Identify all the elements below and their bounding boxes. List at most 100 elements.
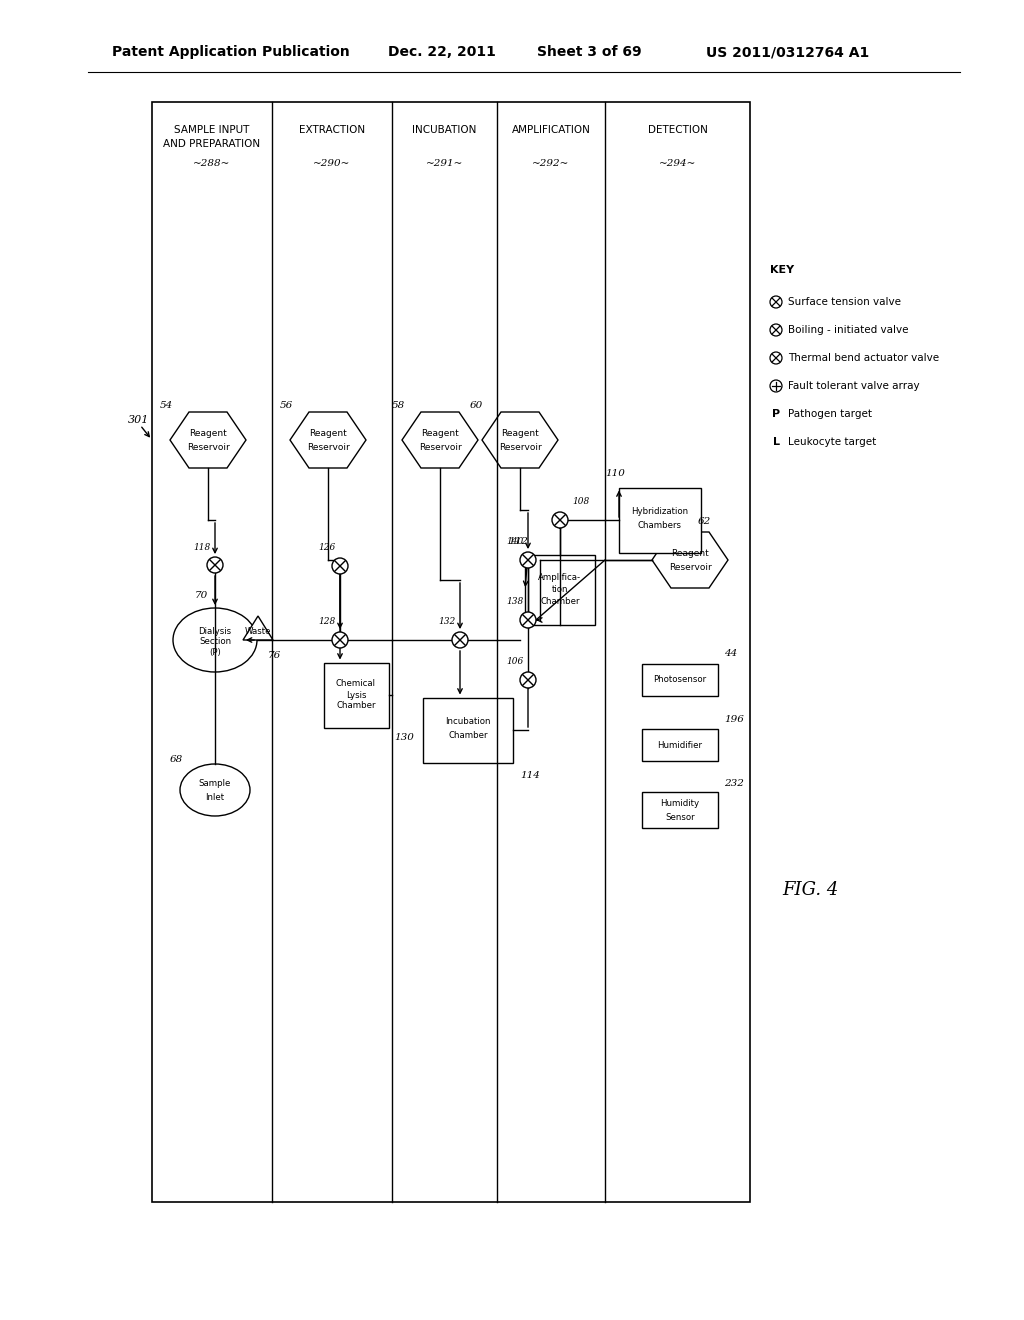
Text: Fault tolerant valve array: Fault tolerant valve array [788,381,920,391]
Text: ~294~: ~294~ [658,160,696,169]
Text: Reagent: Reagent [501,429,539,438]
Text: 138: 138 [506,598,523,606]
Text: Humidifier: Humidifier [657,741,702,750]
Text: Hybridization: Hybridization [632,507,688,516]
Text: (P): (P) [209,648,221,656]
Text: tion: tion [552,585,568,594]
Text: Patent Application Publication: Patent Application Publication [112,45,350,59]
Text: Chamber: Chamber [336,701,376,710]
Bar [642,664,718,696]
Circle shape [332,558,348,574]
Text: 44: 44 [724,649,737,659]
Text: Reagent: Reagent [421,429,459,438]
Text: 106: 106 [506,657,523,667]
Text: 76: 76 [268,651,282,660]
Circle shape [332,632,348,648]
Text: 132: 132 [438,618,456,627]
Text: KEY: KEY [770,265,795,275]
Text: Thermal bend actuator valve: Thermal bend actuator valve [788,352,939,363]
Text: ~291~: ~291~ [426,160,463,169]
Text: Reservoir: Reservoir [306,442,349,451]
Text: 118: 118 [193,543,210,552]
Circle shape [520,612,536,628]
Text: INCUBATION: INCUBATION [413,125,477,135]
Polygon shape [170,412,246,469]
Text: Humidity: Humidity [660,799,699,808]
Text: 56: 56 [280,400,293,409]
Text: 196: 196 [724,714,743,723]
Ellipse shape [180,764,250,816]
Text: Sensor: Sensor [666,813,695,821]
Circle shape [770,296,782,308]
Text: Sample: Sample [199,779,231,788]
Circle shape [770,323,782,337]
Bar [642,729,718,762]
Text: DETECTION: DETECTION [647,125,708,135]
Text: ~292~: ~292~ [532,160,569,169]
Text: 128: 128 [318,618,335,627]
Bar [618,487,701,553]
Text: 108: 108 [572,498,589,507]
Polygon shape [482,412,558,469]
Text: Reservoir: Reservoir [499,442,542,451]
Text: 68: 68 [170,755,183,764]
Ellipse shape [173,609,257,672]
Text: 301: 301 [128,414,150,425]
Bar [423,697,513,763]
Text: Section: Section [199,636,231,645]
Text: 70: 70 [195,590,208,599]
Text: 114: 114 [520,771,540,780]
Text: FIG. 4: FIG. 4 [781,880,839,899]
Circle shape [520,552,536,568]
Text: Sheet 3 of 69: Sheet 3 of 69 [537,45,642,59]
Text: Leukocyte target: Leukocyte target [788,437,877,447]
Polygon shape [652,532,728,587]
Text: Chambers: Chambers [638,520,682,529]
Text: P: P [772,409,780,418]
Text: Reagent: Reagent [671,549,709,558]
Bar [152,102,750,1203]
Text: AND PREPARATION: AND PREPARATION [164,139,260,149]
Text: Boiling - initiated valve: Boiling - initiated valve [788,325,908,335]
Text: US 2011/0312764 A1: US 2011/0312764 A1 [706,45,869,59]
Text: SAMPLE INPUT: SAMPLE INPUT [174,125,250,135]
Text: Dialysis: Dialysis [199,627,231,635]
Bar [525,554,595,624]
Circle shape [452,632,468,648]
Circle shape [552,512,568,528]
Polygon shape [290,412,366,469]
Text: Dec. 22, 2011: Dec. 22, 2011 [388,45,496,59]
Text: Waste: Waste [245,627,271,635]
Text: 110: 110 [605,470,625,479]
Circle shape [770,352,782,364]
Text: 140: 140 [506,537,523,546]
Text: AMPLIFICATION: AMPLIFICATION [512,125,591,135]
Text: 126: 126 [318,544,335,553]
Text: Incubation: Incubation [445,717,490,726]
Text: Chemical: Chemical [336,680,376,689]
Text: Amplifica-: Amplifica- [539,573,582,582]
Text: 232: 232 [724,780,743,788]
Text: 58: 58 [392,400,406,409]
Text: Photosensor: Photosensor [653,676,707,685]
Text: Surface tension valve: Surface tension valve [788,297,901,308]
Text: 54: 54 [160,400,173,409]
Text: Reservoir: Reservoir [186,442,229,451]
Text: Inlet: Inlet [206,792,224,801]
Text: Lysis: Lysis [346,690,367,700]
Polygon shape [402,412,478,469]
Polygon shape [243,616,273,640]
Text: Chamber: Chamber [541,597,580,606]
Text: L: L [772,437,779,447]
Text: 62: 62 [698,517,712,527]
Text: Reagent: Reagent [189,429,227,438]
Text: EXTRACTION: EXTRACTION [299,125,366,135]
Circle shape [770,380,782,392]
Text: Reservoir: Reservoir [669,562,712,572]
Text: Chamber: Chamber [449,730,487,739]
Text: 130: 130 [394,733,414,742]
Circle shape [207,557,223,573]
Text: ~288~: ~288~ [194,160,230,169]
Text: 112: 112 [508,537,528,546]
Text: 60: 60 [470,400,483,409]
